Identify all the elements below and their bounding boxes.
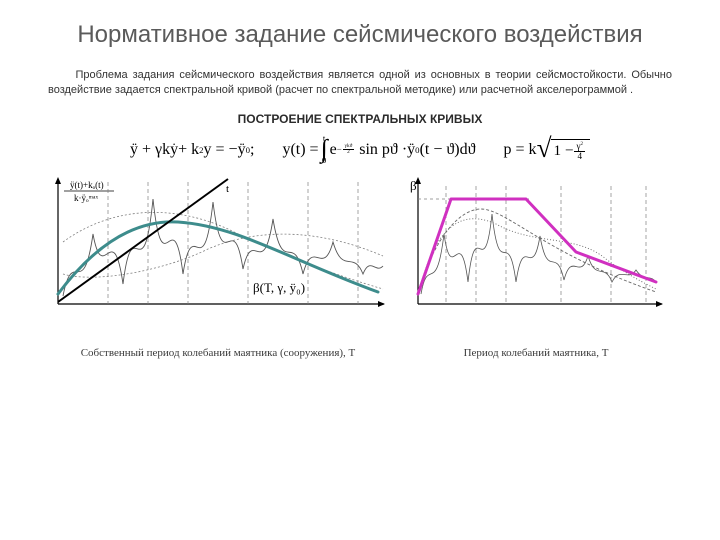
svg-text:ÿ(t)+kₒ(t): ÿ(t)+kₒ(t): [70, 180, 104, 190]
svg-text:t: t: [226, 183, 229, 195]
svg-text:β: β: [410, 178, 417, 193]
formula-eq3: p = k √ 1 − γ24: [504, 139, 590, 161]
intro-paragraph: Проблема задания сейсмического воздейств…: [48, 68, 672, 98]
formula-row: y + γky + k2y = −y0; y(t) = t∫0 e−γkϑ2 s…: [48, 136, 672, 164]
svg-text:β(T, γ, ÿ₀): β(T, γ, ÿ₀): [253, 280, 305, 295]
right-chart: β: [406, 174, 666, 344]
page-title: Нормативное задание сейсмического воздей…: [48, 20, 672, 50]
left-chart-caption: Собственный период колебаний маятника (с…: [81, 347, 356, 359]
formula-eq2: y(t) = t∫0 e−γkϑ2 sin pϑ · y0(t − ϑ)dϑ: [282, 136, 475, 164]
svg-text:k·ÿₒᵐᵃˣ: k·ÿₒᵐᵃˣ: [74, 193, 98, 203]
left-chart-block: ÿ(t)+kₒ(t) k·ÿₒᵐᵃˣ t β(T, γ, ÿ₀) Собственны…: [48, 174, 388, 359]
right-chart-caption: Период колебаний маятника, T: [464, 347, 609, 359]
section-subheading: ПОСТРОЕНИЕ СПЕКТРАЛЬНЫХ КРИВЫХ: [48, 112, 672, 126]
formula-eq1: y + γky + k2y = −y0;: [130, 141, 254, 159]
right-chart-block: β Период колебаний маятника, T: [406, 174, 666, 359]
charts-row: ÿ(t)+kₒ(t) k·ÿₒᵐᵃˣ t β(T, γ, ÿ₀) Собственны…: [48, 174, 672, 359]
left-chart: ÿ(t)+kₒ(t) k·ÿₒᵐᵃˣ t β(T, γ, ÿ₀): [48, 174, 388, 344]
